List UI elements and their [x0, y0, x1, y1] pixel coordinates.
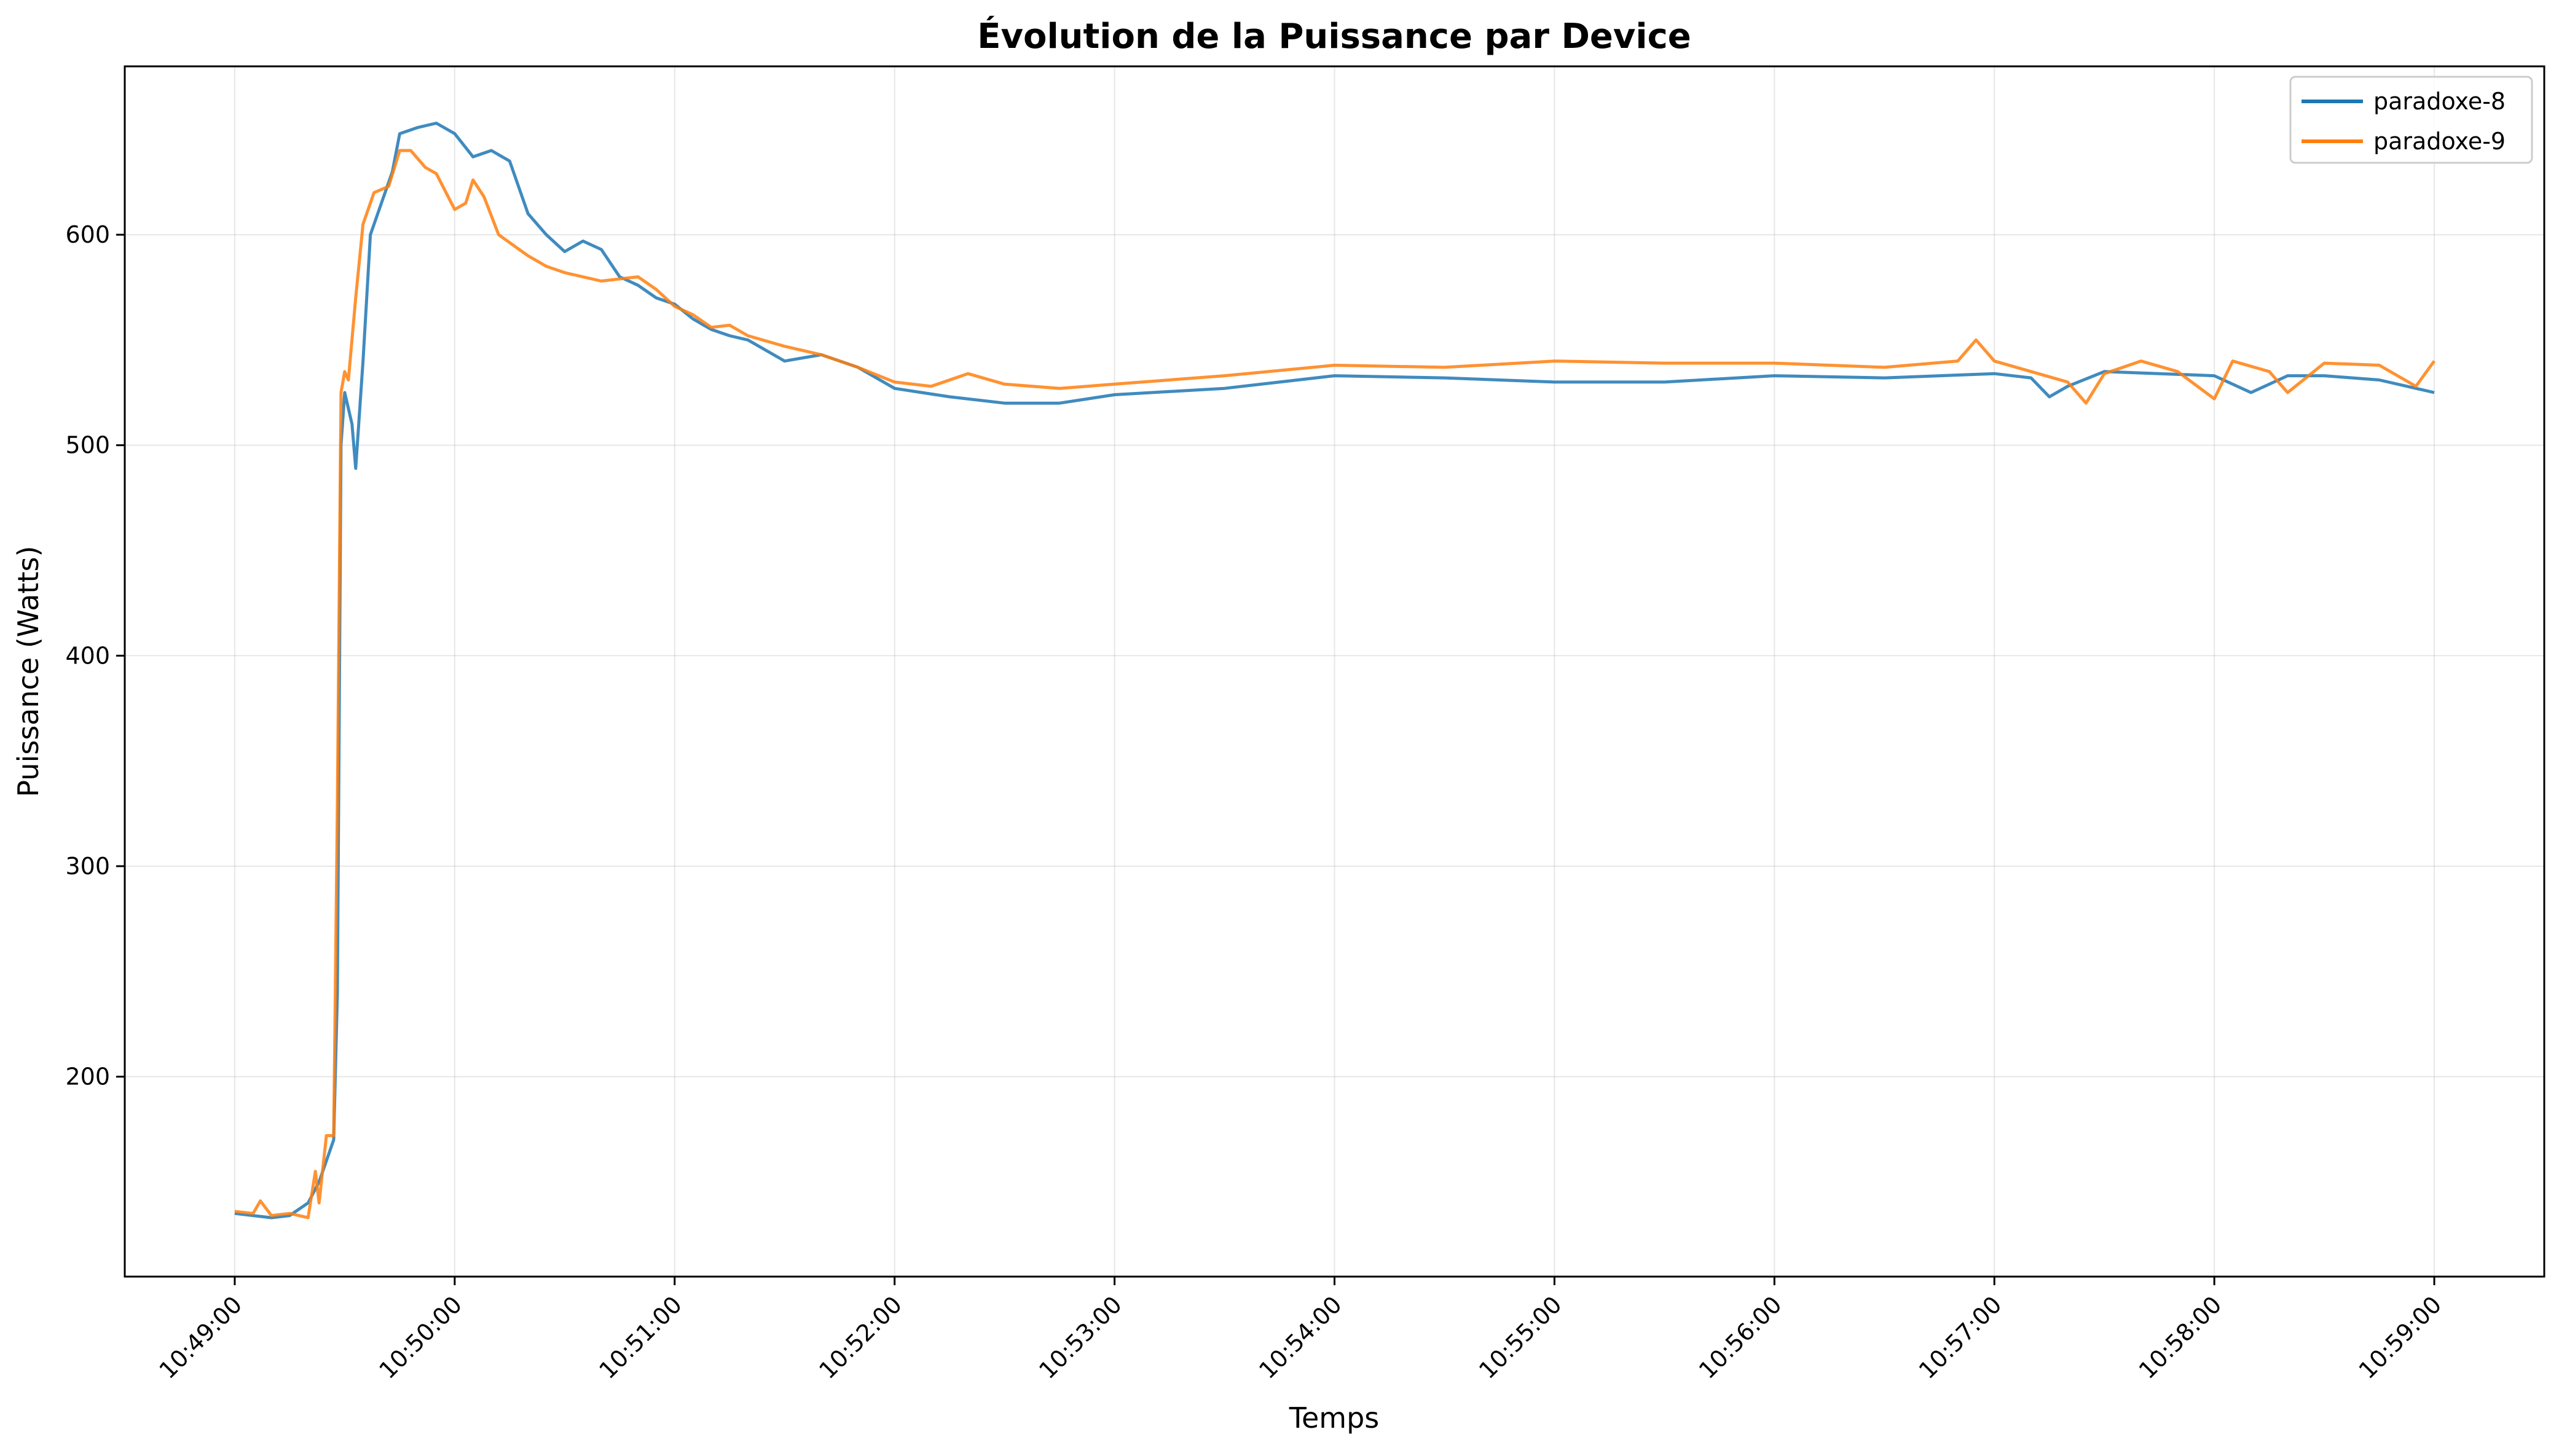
y-axis-label: Puissance (Watts)	[12, 546, 45, 797]
legend: paradoxe-8 paradoxe-9	[2289, 76, 2533, 164]
y-tick-label: 300	[65, 853, 110, 880]
y-tick-label: 500	[65, 432, 110, 459]
y-tick-label: 200	[65, 1063, 110, 1090]
y-tick-label: 600	[65, 221, 110, 248]
y-tick-label: 400	[65, 642, 110, 669]
chart-title: Évolution de la Puissance par Device	[977, 16, 1691, 57]
grid-layer	[125, 66, 2544, 1277]
series-layer	[234, 122, 2436, 1219]
legend-label-paradoxe-9: paradoxe-9	[2373, 128, 2506, 155]
legend-label-paradoxe-8: paradoxe-8	[2373, 88, 2506, 115]
x-axis-label: Temps	[1289, 1401, 1380, 1434]
series-line-paradoxe-9	[234, 149, 2436, 1219]
series-line-paradoxe-8	[234, 122, 2435, 1219]
